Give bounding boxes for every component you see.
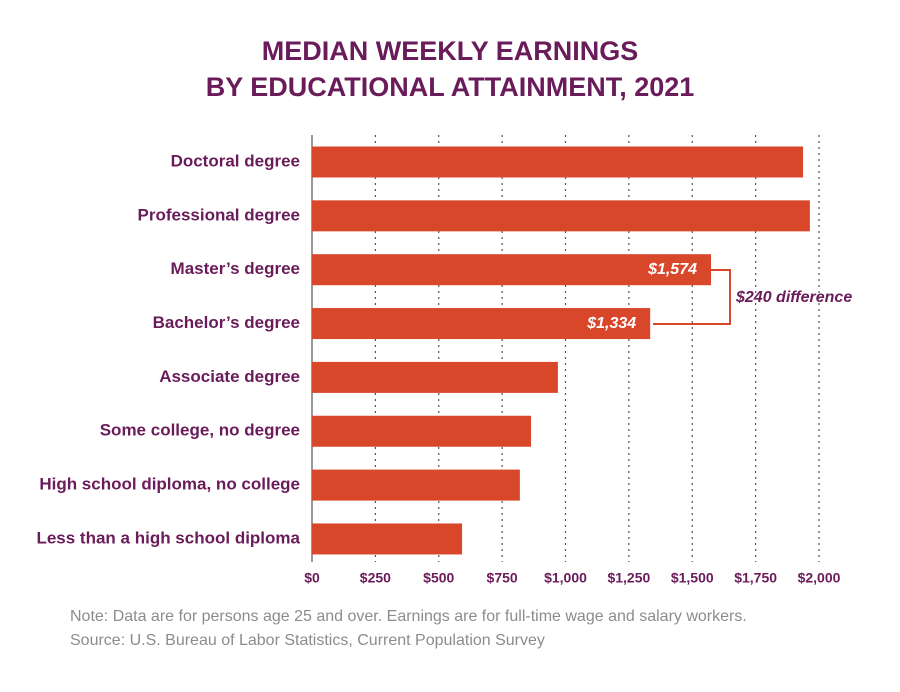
- y-tick-label: Master’s degree: [171, 259, 300, 278]
- y-tick-label: Professional degree: [137, 205, 300, 224]
- bar: [312, 469, 520, 501]
- bar: [312, 200, 810, 232]
- y-tick-label: Less than a high school diploma: [36, 528, 300, 547]
- chart-title: BY EDUCATIONAL ATTAINMENT, 2021: [206, 72, 695, 102]
- note: Source: U.S. Bureau of Labor Statistics,…: [70, 632, 545, 649]
- annotation: $240 difference: [735, 289, 852, 306]
- bar: [312, 361, 558, 393]
- x-tick-label: $0: [304, 570, 320, 586]
- x-tick-label: $750: [487, 570, 518, 586]
- value-label: $1,334: [586, 315, 636, 332]
- x-tick-label: $2,000: [798, 570, 841, 586]
- bar: [312, 523, 463, 555]
- value-label: $1,574: [647, 261, 697, 278]
- bar: [312, 254, 712, 286]
- y-tick-label: Some college, no degree: [100, 421, 300, 440]
- x-tick-label: $1,750: [734, 570, 777, 586]
- x-tick-label: $1,000: [544, 570, 587, 586]
- y-tick-label: Associate degree: [159, 367, 300, 386]
- note: Note: Data are for persons age 25 and ov…: [70, 608, 747, 625]
- bar: [312, 415, 532, 447]
- y-tick-label: High school diploma, no college: [39, 475, 300, 494]
- x-tick-label: $250: [360, 570, 391, 586]
- x-tick-label: $500: [423, 570, 454, 586]
- bar: [312, 146, 804, 178]
- bar: [312, 308, 651, 340]
- x-tick-label: $1,500: [671, 570, 714, 586]
- chart-title: MEDIAN WEEKLY EARNINGS: [262, 36, 639, 66]
- y-tick-label: Bachelor’s degree: [153, 313, 300, 332]
- bracket: [653, 269, 731, 325]
- y-tick-label: Doctoral degree: [171, 151, 300, 170]
- x-tick-label: $1,250: [607, 570, 650, 586]
